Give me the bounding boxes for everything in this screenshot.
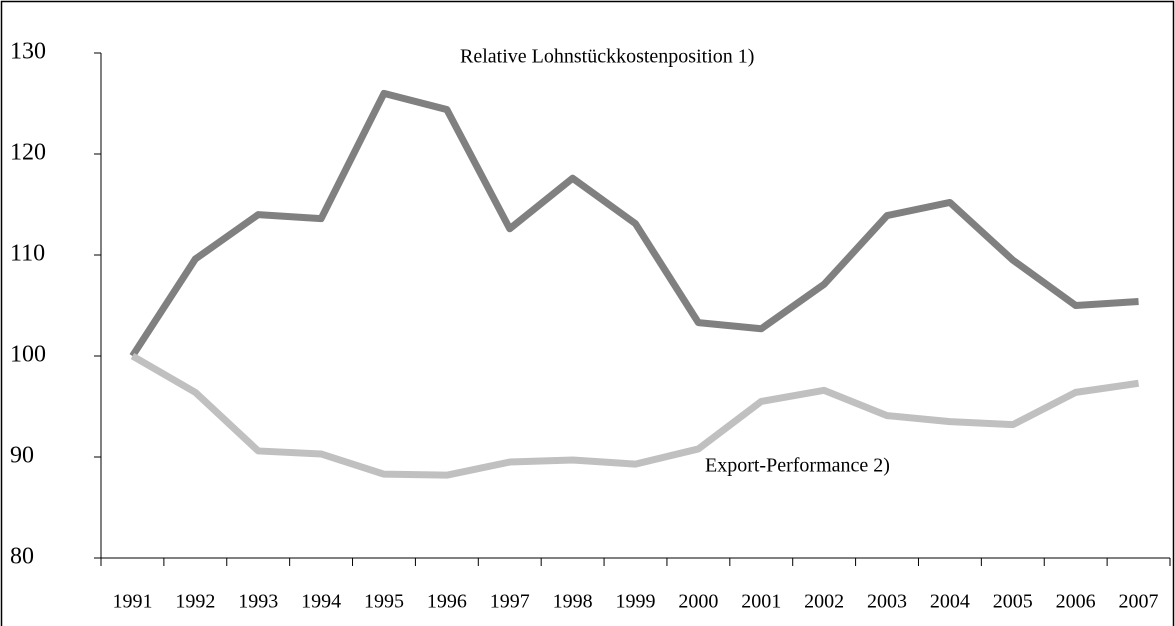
x-tick-label: 1991 (112, 591, 152, 613)
y-tick-label: 130 (10, 39, 46, 65)
y-tick-label: 120 (10, 140, 46, 166)
series-line (129, 89, 1139, 358)
series-line (130, 352, 1140, 479)
x-tick-label: 2003 (867, 591, 907, 613)
x-tick-label: 1997 (490, 591, 530, 613)
x-tick-label: 2001 (741, 591, 781, 613)
x-tick-label: 2000 (678, 591, 718, 613)
y-tick-label: 80 (10, 544, 34, 570)
x-tick-label: 1999 (616, 591, 656, 613)
x-tick-label: 1992 (175, 591, 215, 613)
y-tick-label: 100 (10, 342, 46, 368)
y-tick-label: 90 (10, 443, 34, 469)
x-tick-label: 1993 (238, 591, 278, 613)
x-tick-label: 1995 (364, 591, 404, 613)
x-tick-label: 1994 (301, 591, 341, 613)
x-tick-label: 2004 (930, 591, 970, 613)
x-tick-label: 2006 (1056, 591, 1096, 613)
x-tick-label: 1996 (427, 591, 467, 613)
x-tick-label: 2002 (804, 591, 844, 613)
y-tick-label: 110 (10, 241, 45, 267)
series-label: Relative Lohnstückkostenposition 1) (460, 46, 754, 68)
x-tick-label: 1998 (553, 591, 593, 613)
x-tick-label: 2005 (993, 591, 1033, 613)
x-tick-label: 2007 (1119, 591, 1159, 613)
series-label: Export-Performance 2) (705, 455, 890, 477)
